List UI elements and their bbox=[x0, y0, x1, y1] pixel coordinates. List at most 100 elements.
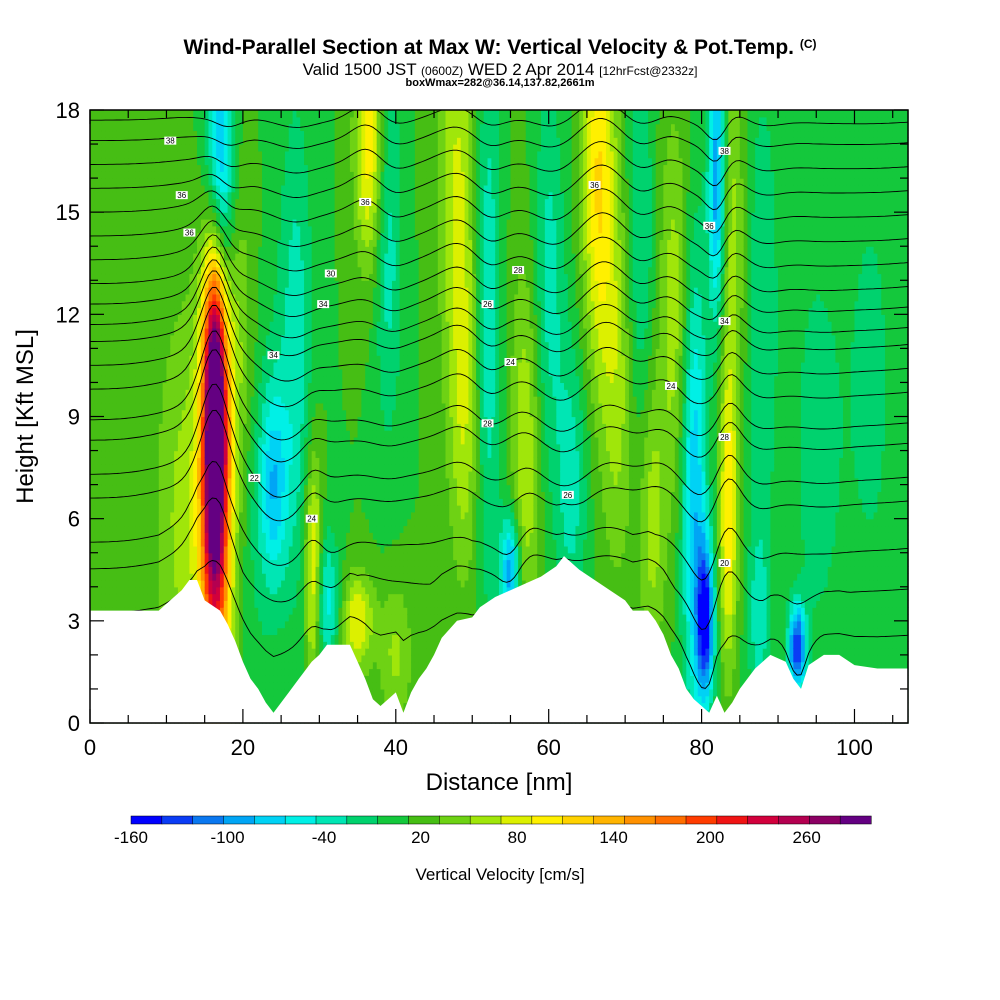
velocity-cell bbox=[197, 232, 202, 241]
velocity-cell bbox=[143, 327, 148, 336]
velocity-cell bbox=[200, 525, 206, 533]
velocity-cell bbox=[151, 137, 156, 145]
velocity-cell bbox=[265, 184, 271, 193]
velocity-cell bbox=[208, 157, 213, 166]
velocity-cell bbox=[292, 382, 298, 390]
velocity-cell bbox=[204, 430, 210, 438]
velocity-cell bbox=[223, 593, 229, 601]
velocity-cell bbox=[116, 341, 122, 349]
velocity-cell bbox=[90, 573, 95, 581]
velocity-cell bbox=[231, 614, 236, 622]
velocity-cell bbox=[227, 620, 233, 629]
velocity-cell bbox=[128, 314, 133, 322]
velocity-cell bbox=[166, 225, 171, 234]
velocity-cell bbox=[288, 164, 294, 172]
velocity-cell bbox=[197, 484, 202, 493]
velocity-cell bbox=[265, 341, 271, 349]
velocity-cell bbox=[97, 110, 103, 118]
velocity-cell bbox=[242, 171, 248, 179]
velocity-cell bbox=[227, 518, 233, 527]
velocity-cell bbox=[109, 409, 114, 418]
velocity-cell bbox=[227, 389, 233, 397]
velocity-cell bbox=[162, 573, 168, 581]
velocity-cell bbox=[242, 110, 248, 118]
velocity-cell bbox=[170, 368, 175, 377]
velocity-cell bbox=[200, 532, 206, 540]
velocity-cell bbox=[288, 259, 294, 268]
velocity-cell bbox=[154, 191, 160, 200]
velocity-cell bbox=[135, 566, 141, 574]
velocity-cell bbox=[296, 593, 301, 601]
velocity-cell bbox=[254, 430, 259, 438]
velocity-cell bbox=[181, 477, 187, 486]
velocity-cell bbox=[242, 191, 248, 200]
velocity-cell bbox=[273, 130, 278, 138]
velocity-cell bbox=[265, 116, 271, 125]
velocity-cell bbox=[212, 300, 217, 309]
velocity-cell bbox=[166, 246, 171, 254]
velocity-cell bbox=[135, 225, 141, 234]
velocity-cell bbox=[204, 273, 210, 281]
velocity-cell bbox=[231, 498, 236, 506]
velocity-cell bbox=[147, 130, 152, 138]
velocity-cell bbox=[109, 218, 114, 227]
velocity-cell bbox=[124, 137, 129, 145]
velocity-cell bbox=[212, 225, 217, 234]
velocity-cell bbox=[120, 573, 125, 581]
velocity-cell bbox=[181, 518, 187, 527]
velocity-cell bbox=[120, 389, 125, 397]
velocity-cell bbox=[132, 552, 137, 561]
velocity-cell bbox=[105, 416, 110, 424]
velocity-cell bbox=[204, 280, 210, 288]
velocity-cell bbox=[162, 266, 168, 275]
velocity-cell bbox=[177, 470, 183, 479]
velocity-cell bbox=[281, 218, 286, 227]
velocity-cell bbox=[277, 695, 282, 704]
velocity-cell bbox=[170, 205, 175, 213]
velocity-cell bbox=[250, 457, 255, 465]
velocity-cell bbox=[112, 552, 118, 561]
velocity-cell bbox=[105, 144, 110, 152]
velocity-cell bbox=[90, 389, 95, 397]
velocity-cell bbox=[269, 688, 275, 697]
velocity-cell bbox=[166, 348, 171, 356]
velocity-cell bbox=[239, 470, 244, 479]
velocity-cell bbox=[193, 443, 198, 452]
velocity-cell bbox=[154, 389, 160, 397]
velocity-cell bbox=[143, 518, 148, 527]
velocity-cell bbox=[216, 511, 221, 520]
velocity-cell bbox=[239, 137, 244, 145]
velocity-cell bbox=[208, 430, 213, 438]
velocity-cell bbox=[158, 232, 164, 241]
velocity-cell bbox=[90, 218, 95, 227]
velocity-cell bbox=[116, 314, 122, 322]
velocity-cell bbox=[227, 498, 233, 506]
velocity-cell bbox=[135, 198, 141, 206]
velocity-cell bbox=[262, 430, 267, 438]
velocity-cell bbox=[269, 443, 275, 452]
velocity-cell bbox=[296, 620, 301, 629]
velocity-cell bbox=[223, 539, 229, 547]
velocity-cell bbox=[273, 225, 278, 234]
velocity-cell bbox=[258, 287, 263, 295]
velocity-cell bbox=[235, 593, 240, 601]
velocity-cell bbox=[120, 525, 125, 533]
velocity-cell bbox=[284, 470, 290, 479]
velocity-cell bbox=[208, 137, 213, 145]
velocity-cell bbox=[273, 430, 278, 438]
velocity-cell bbox=[158, 573, 164, 581]
velocity-cell bbox=[124, 300, 129, 309]
velocity-cell bbox=[97, 273, 103, 281]
velocity-cell bbox=[235, 505, 240, 513]
velocity-cell bbox=[250, 123, 255, 132]
velocity-cell bbox=[158, 532, 164, 540]
velocity-cell bbox=[262, 389, 267, 397]
velocity-cell bbox=[239, 375, 244, 384]
velocity-cell bbox=[177, 246, 183, 254]
velocity-cell bbox=[296, 430, 301, 438]
velocity-cell bbox=[101, 225, 106, 234]
velocity-cell bbox=[208, 375, 213, 384]
velocity-cell bbox=[109, 144, 114, 152]
velocity-cell bbox=[154, 566, 160, 574]
velocity-cell bbox=[212, 266, 217, 275]
